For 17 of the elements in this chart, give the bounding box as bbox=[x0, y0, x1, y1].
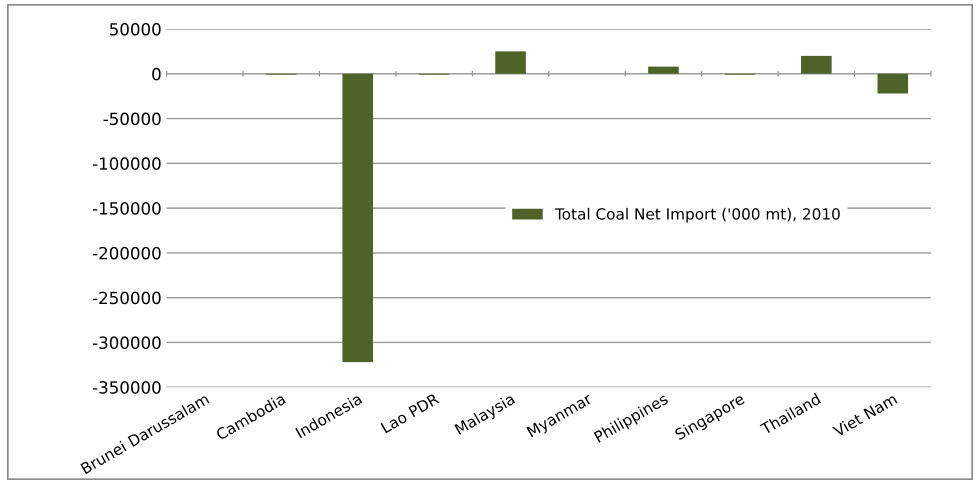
y-tick-label: -350000 bbox=[92, 381, 161, 394]
y-tick-label: -300000 bbox=[92, 336, 161, 349]
y-tick-label: -250000 bbox=[92, 292, 161, 304]
y-tick-label: -100000 bbox=[92, 157, 161, 170]
bar bbox=[801, 56, 832, 74]
bar bbox=[342, 74, 373, 362]
y-tick-label: 50000 bbox=[110, 23, 161, 36]
y-tick-label: -200000 bbox=[92, 246, 161, 260]
x-tick-label: Viet Nam bbox=[832, 392, 898, 438]
y-tick-label: -50000 bbox=[104, 112, 161, 126]
y-tick-label: 0 bbox=[152, 68, 161, 80]
bar bbox=[877, 74, 908, 94]
bar bbox=[495, 51, 526, 74]
bar bbox=[648, 66, 679, 74]
x-tick-label: Lao PDR bbox=[380, 392, 440, 434]
y-tick-label: -150000 bbox=[92, 202, 161, 215]
legend-label: Total Coal Net Import ('000 mt), 2010 bbox=[554, 208, 840, 223]
